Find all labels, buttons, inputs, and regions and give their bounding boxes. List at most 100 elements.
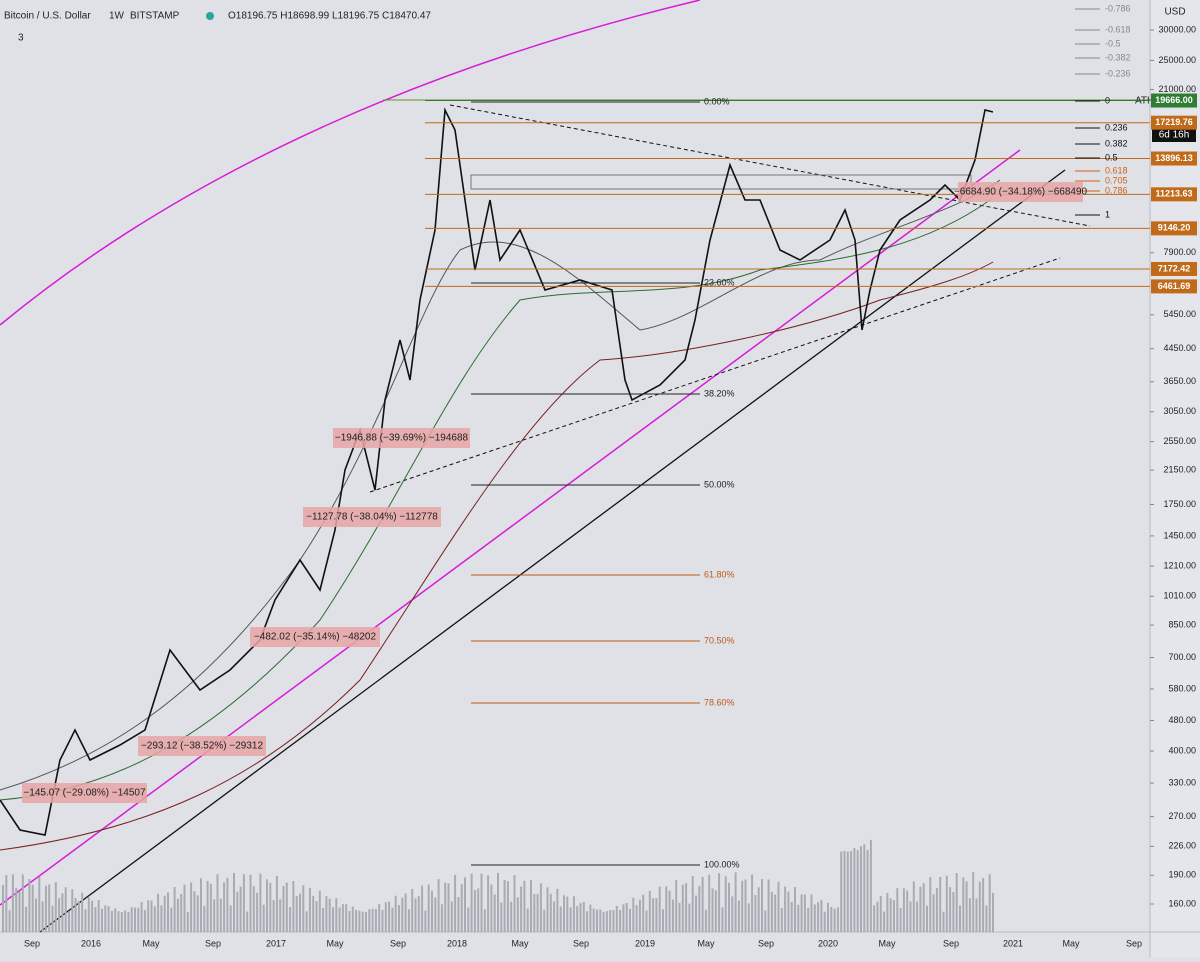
volume-bar: [605, 911, 608, 932]
volume-bar: [939, 876, 942, 932]
volume-bar: [982, 878, 985, 932]
volume-bar: [830, 907, 833, 932]
volume-bar: [899, 907, 902, 932]
volume-bar: [635, 905, 638, 932]
volume-bar: [803, 894, 806, 932]
volume-bar: [632, 897, 635, 932]
volume-bar: [200, 878, 202, 932]
volume-bar: [371, 908, 374, 932]
fib-ext-label: 0.705: [1105, 175, 1128, 185]
volume-bar: [721, 907, 724, 932]
volume-bar: [629, 908, 631, 932]
volume: [2, 839, 994, 932]
volume-bar: [259, 873, 262, 932]
volume-bar: [609, 910, 612, 932]
volume-bar: [770, 891, 773, 932]
volume-bar: [876, 901, 879, 932]
volume-bar: [774, 894, 777, 932]
price-tag: [1151, 93, 1197, 108]
volume-bar: [407, 909, 410, 932]
volume-bar: [625, 902, 628, 932]
price-tag: [1151, 221, 1197, 236]
volume-bar: [114, 908, 117, 932]
volume-bar: [213, 899, 216, 932]
volume-bar: [335, 898, 338, 932]
annotation-box: [250, 627, 380, 647]
volume-bar: [454, 874, 457, 932]
price-tag-label: 19666.00: [1155, 95, 1193, 105]
y-tick-label: 2150.00: [1163, 465, 1196, 475]
volume-bar: [962, 877, 965, 932]
volume-bar: [695, 895, 697, 932]
volume-bar: [856, 850, 859, 932]
volume-bar: [718, 873, 721, 932]
header-interval: 1W: [109, 11, 125, 22]
x-tick-label: 2021: [1003, 938, 1023, 948]
y-tick-label: 5450.00: [1163, 309, 1196, 319]
volume-bar: [596, 909, 598, 932]
volume-bar: [374, 909, 377, 932]
volume-bar: [104, 905, 107, 932]
volume-bar: [935, 888, 938, 932]
annotation: −482.02 (−35.14%) −48202: [254, 632, 376, 643]
volume-bar: [929, 877, 932, 932]
y-tick-label: 4450.00: [1163, 343, 1196, 353]
volume-bar: [741, 880, 744, 932]
volume-bar: [252, 886, 255, 932]
volume-bar: [206, 880, 209, 932]
countdown-box: [1152, 128, 1196, 142]
volume-bar: [180, 894, 183, 932]
volume-bar: [77, 900, 80, 932]
volume-bar: [510, 901, 513, 932]
volume-bar: [223, 882, 226, 932]
volume-bar: [437, 879, 440, 932]
y-tick-label: 580.00: [1168, 683, 1196, 693]
header-ohlc: O18196.75 H18698.99 L18196.75 C18470.47: [228, 11, 431, 22]
volume-bar: [483, 909, 486, 932]
volume-bar: [589, 904, 592, 932]
volume-bar: [579, 903, 582, 932]
volume-bar: [493, 894, 496, 932]
volume-bar: [846, 851, 849, 932]
fib-ext-label: -0.786: [1105, 3, 1131, 13]
x-tick-label: Sep: [205, 938, 221, 948]
x-tick-label: Sep: [573, 938, 589, 948]
volume-bar: [35, 898, 37, 932]
price-tag: [1151, 261, 1197, 276]
volume-bar: [54, 882, 57, 932]
fib-label: 38.20%: [704, 388, 735, 398]
volume-bar: [312, 895, 315, 932]
fib-ext-label: -0.382: [1105, 52, 1131, 62]
volume-bar: [952, 892, 955, 932]
trendline: [39, 169, 1066, 933]
volume-bar: [790, 901, 793, 932]
volume-bar: [909, 901, 912, 932]
volume-bar: [916, 901, 919, 932]
volume-bar: [615, 905, 618, 932]
volume-bar: [873, 905, 876, 932]
x-tick-label: 2020: [818, 938, 838, 948]
annotation: −293.12 (−38.52%) −29312: [141, 741, 263, 752]
volume-bar: [421, 885, 424, 932]
trendline: [0, 149, 1021, 906]
price-tag-label: 17219.76: [1155, 117, 1193, 127]
volume-bar: [866, 849, 869, 932]
volume-bar: [74, 897, 77, 932]
volume-bar: [559, 906, 562, 932]
fib-label: 0.00%: [704, 96, 730, 106]
volume-bar: [942, 911, 945, 932]
volume-bar: [351, 906, 354, 932]
volume-bar: [358, 910, 361, 932]
volume-bar: [315, 901, 318, 932]
volume-bar: [272, 900, 275, 932]
y-tick-label: 1010.00: [1163, 591, 1196, 601]
annotation-box: [303, 507, 441, 527]
x-tick-label: May: [697, 938, 715, 948]
currency: USD: [1164, 7, 1185, 18]
moving-average: [0, 199, 991, 801]
y-tick-label: 700.00: [1168, 652, 1196, 662]
fib-ext-label: -0.5: [1105, 38, 1121, 48]
volume-bar: [480, 873, 483, 932]
fib-ext-label: 0: [1105, 95, 1110, 105]
volume-bar: [800, 894, 803, 932]
